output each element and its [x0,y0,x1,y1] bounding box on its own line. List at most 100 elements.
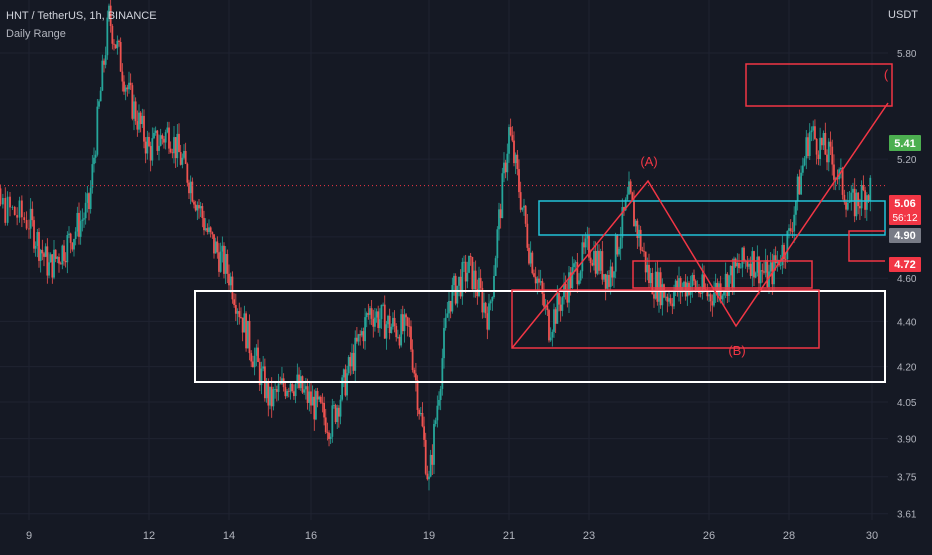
candle [393,310,396,333]
candle [486,306,489,340]
price-axis[interactable]: 5.805.204.804.604.404.204.053.903.753.61 [897,49,917,521]
candle [262,356,265,372]
candle [441,348,444,396]
candle [213,234,215,259]
candle [653,289,655,308]
candle [367,303,370,320]
candle [516,150,519,176]
candle [761,263,764,283]
candle [103,58,105,73]
candle [418,408,421,420]
label-c: ( [884,67,889,82]
candle [58,253,60,273]
target-rect[interactable] [745,63,893,107]
candle [594,241,597,278]
candle [411,339,414,373]
candle [69,232,72,254]
symbol-title[interactable]: HNT / TetherUS, 1h, BINANCE [6,10,157,22]
candle [865,192,868,221]
candle [673,284,675,310]
candle [211,231,214,239]
candle [558,288,560,312]
candle [566,281,569,308]
range-rect-b[interactable] [511,289,820,349]
candle [850,185,853,211]
candle [769,252,772,277]
drawings[interactable]: (A) (B) ( [194,63,893,383]
candle [269,386,271,410]
candle [341,374,344,402]
time-axis[interactable]: 9 12 14 16 19 21 23 26 28 30 [26,530,878,542]
candle [466,261,469,289]
candle [84,192,87,225]
candle [474,260,477,298]
candle [845,199,847,218]
candle [606,270,609,292]
time-tick-label: 16 [305,530,317,542]
candle [176,124,179,167]
candle [44,243,47,258]
candle [805,130,808,170]
candle [614,232,617,279]
candle [277,373,280,401]
candle [449,300,452,319]
candle [501,167,504,219]
candle [129,73,132,90]
candle [820,137,823,150]
candle [676,275,679,297]
candle [860,180,863,216]
price-tick-label: 4.60 [897,274,917,285]
candle [754,271,757,279]
candle [553,303,555,338]
candle [234,293,237,322]
support-zone-rect[interactable] [194,290,886,383]
candle [454,273,457,306]
candle [448,290,450,322]
candle [86,185,89,213]
candle [299,370,302,391]
candle [1,193,4,209]
candle [581,234,584,279]
candle [564,275,567,300]
cyan-resistance-rect[interactable] [538,200,886,236]
candle [99,86,102,102]
price-tick-label: 4.05 [897,398,917,409]
candle [471,256,474,292]
candle [81,208,84,232]
zigzag-pattern[interactable] [511,102,889,349]
candle [250,350,253,368]
candle [184,142,187,165]
time-tick-label: 23 [583,530,595,542]
candle [38,227,40,268]
range-rect-inner[interactable] [632,260,813,289]
candle [601,241,604,285]
time-tick-label: 21 [503,530,515,542]
candle [478,266,480,298]
candle [812,120,815,141]
candle [519,181,522,213]
candle [528,243,530,266]
currency-label[interactable]: USDT [888,9,918,21]
candle [163,135,165,149]
candle [763,261,765,275]
stop-bracket[interactable] [848,230,885,262]
candle [534,266,537,290]
indicator-label[interactable]: Daily Range [6,28,66,40]
candle [296,363,299,389]
candle [827,138,830,172]
candle [578,273,580,286]
candle [319,395,322,405]
candle [392,312,394,330]
candle [138,104,140,133]
candle [483,292,485,318]
candle [311,385,314,406]
candle [173,125,175,164]
candle [351,343,353,375]
candle [671,297,674,315]
candle [364,308,366,350]
candle [136,110,139,137]
candle [608,270,610,291]
candle [224,245,227,285]
